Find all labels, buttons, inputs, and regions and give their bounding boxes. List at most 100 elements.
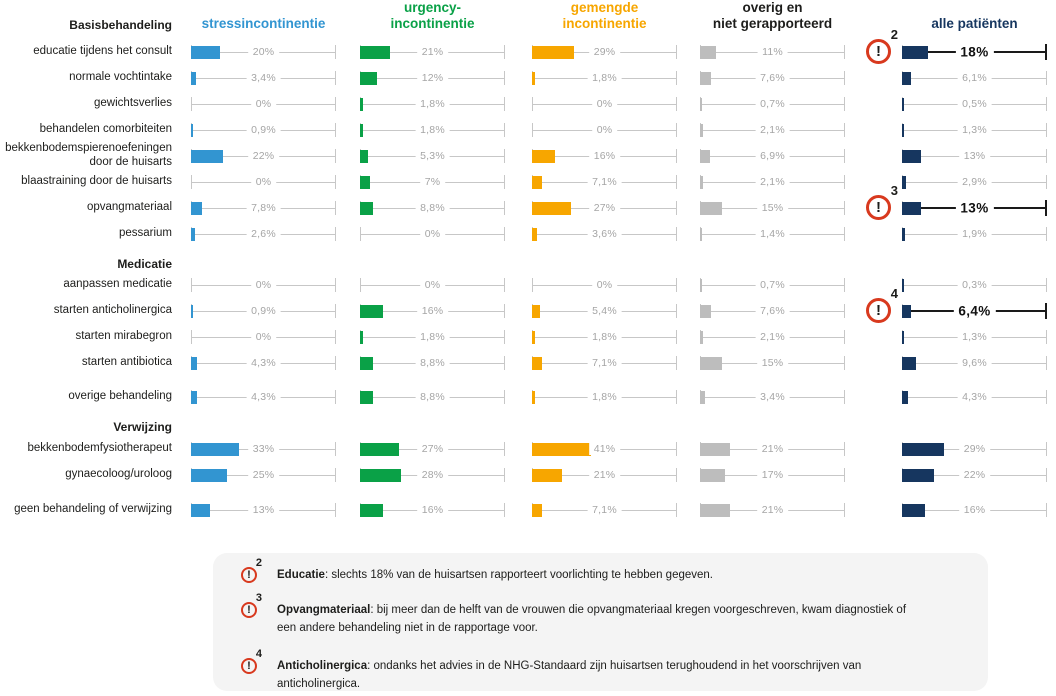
row-label: blaastraining door de huisarts <box>21 175 172 188</box>
axis-start-tick <box>191 330 192 344</box>
axis-end-tick <box>1046 390 1047 404</box>
value-label: 3,6% <box>587 228 622 240</box>
bar-axis-overig: 6,9% <box>700 149 845 163</box>
axis-end-tick <box>676 278 677 292</box>
value-label: 2,1% <box>755 176 790 188</box>
value-label: 0% <box>250 176 277 188</box>
value-bar <box>700 97 702 111</box>
value-label: 22% <box>247 150 280 162</box>
value-label: 7,6% <box>755 305 790 317</box>
value-bar <box>902 97 904 111</box>
bar-axis-gemengde: 1,8% <box>532 390 677 404</box>
bar-axis-alle: 2,9% <box>902 175 1047 189</box>
value-label: 16% <box>416 504 449 516</box>
axis-end-tick <box>676 97 677 111</box>
row-label: geen behandeling of verwijzing <box>14 503 172 516</box>
value-label: 4,3% <box>246 357 281 369</box>
warning-icon: ! 4 <box>241 648 262 677</box>
axis-end-tick <box>1046 97 1047 111</box>
bar-axis-stress: 0% <box>191 330 336 344</box>
axis-end-tick <box>504 175 505 189</box>
bar-axis-overig: 1,4% <box>700 227 845 241</box>
section-title: Verwijzing <box>113 420 172 434</box>
value-bar <box>902 442 944 456</box>
value-bar <box>191 149 223 163</box>
axis-end-tick <box>844 503 845 517</box>
exclamation-icon: ! <box>241 567 257 583</box>
warning-icon: ! 3 <box>866 183 898 220</box>
value-bar <box>360 503 384 517</box>
bar-axis-urgency: 16% <box>360 304 505 318</box>
bar-axis-gemengde: 7,1% <box>532 503 677 517</box>
axis-start-tick <box>191 97 192 111</box>
bar-axis-stress: 20% <box>191 45 336 59</box>
value-label: 25% <box>247 469 280 481</box>
value-bar <box>191 123 193 137</box>
axis-end-tick <box>504 468 505 482</box>
bar-axis-alle: 1,3% <box>902 330 1047 344</box>
axis-end-tick <box>335 442 336 456</box>
value-label: 7,1% <box>587 357 622 369</box>
axis-end-tick <box>844 175 845 189</box>
axis-end-tick <box>676 175 677 189</box>
bar-axis-gemengde: 1,8% <box>532 330 677 344</box>
axis-end-tick <box>1046 149 1047 163</box>
axis-line <box>571 207 676 209</box>
value-bar <box>360 45 391 59</box>
axis-end-tick <box>504 227 505 241</box>
value-bar <box>532 149 556 163</box>
value-label: 0,3% <box>957 279 992 291</box>
exclamation-icon: ! <box>866 195 891 220</box>
axis-end-tick <box>335 201 336 215</box>
axis-start-tick <box>360 278 361 292</box>
bar-axis-stress: 13% <box>191 503 336 517</box>
value-label: 1,8% <box>587 72 622 84</box>
value-label: 3,4% <box>755 391 790 403</box>
value-bar <box>191 71 196 85</box>
value-label: 0% <box>250 279 277 291</box>
marker-number: 2 <box>890 27 898 42</box>
bar-axis-gemengde: 0% <box>532 123 677 137</box>
value-bar <box>191 468 228 482</box>
row-label: educatie tijdens het consult <box>33 45 172 58</box>
value-label: 17% <box>756 469 789 481</box>
bar-axis-gemengde: 3,6% <box>532 227 677 241</box>
value-label: 7,1% <box>587 176 622 188</box>
value-bar <box>360 123 363 137</box>
value-label: 4,3% <box>957 391 992 403</box>
bar-axis-stress: 0,9% <box>191 304 336 318</box>
bar-axis-urgency: 0% <box>360 278 505 292</box>
footnote-text: Opvangmateriaal: bij meer dan de helft v… <box>277 601 917 638</box>
axis-end-tick <box>844 201 845 215</box>
value-bar <box>191 304 193 318</box>
bar-axis-gemengde: 7,1% <box>532 175 677 189</box>
footnote-marker: 2 <box>255 557 262 569</box>
axis-end-tick <box>335 97 336 111</box>
axis-end-tick <box>1046 503 1047 517</box>
axis-end-tick <box>1046 175 1047 189</box>
footnotes-panel: ! 2 Educatie: slechts 18% van de huisart… <box>213 553 988 691</box>
value-bar <box>902 123 904 137</box>
value-bar <box>902 227 905 241</box>
bar-axis-alle: 16% <box>902 503 1047 517</box>
bar-axis-overig: 2,1% <box>700 330 845 344</box>
axis-end-tick <box>844 123 845 137</box>
value-bar <box>532 503 543 517</box>
axis-end-tick <box>676 503 677 517</box>
row-label: gynaecoloog/uroloog <box>65 468 172 481</box>
bar-axis-stress: 0,9% <box>191 123 336 137</box>
axis-end-tick <box>335 71 336 85</box>
value-bar <box>532 71 535 85</box>
bar-axis-urgency: 7% <box>360 175 505 189</box>
axis-end-tick <box>844 304 845 318</box>
marker-number: 4 <box>890 286 898 301</box>
value-label: 21% <box>416 46 449 58</box>
axis-end-tick <box>504 503 505 517</box>
value-bar <box>700 503 731 517</box>
value-label: 7% <box>419 176 446 188</box>
axis-end-tick <box>676 468 677 482</box>
value-label: 13% <box>958 150 991 162</box>
footnote-body: : slechts 18% van de huisartsen rapporte… <box>324 569 713 581</box>
bar-axis-stress: 0% <box>191 97 336 111</box>
